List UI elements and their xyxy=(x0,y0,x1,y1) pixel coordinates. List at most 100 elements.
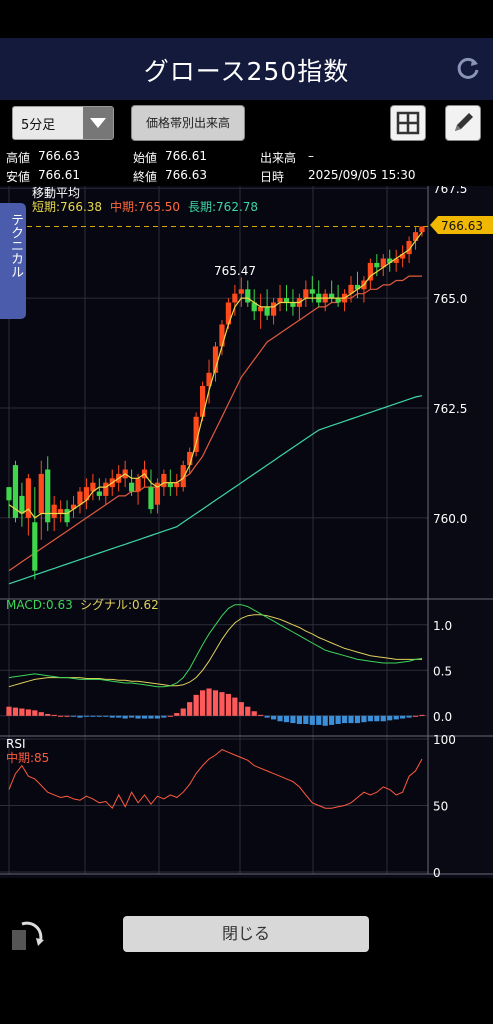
macd-histogram-bar xyxy=(225,693,232,716)
candle-body xyxy=(6,487,12,501)
candle-body xyxy=(174,482,180,488)
candle-body xyxy=(154,482,161,505)
macd-histogram-bar xyxy=(96,715,102,717)
macd-histogram-bar xyxy=(393,715,399,720)
candle-body xyxy=(64,509,70,523)
macd-histogram-bar xyxy=(219,692,225,716)
candle-body xyxy=(387,258,393,263)
interval-select[interactable]: 5分足 xyxy=(12,106,114,140)
technical-tab-label: テクニカル xyxy=(8,213,23,278)
macd-histogram-bar xyxy=(103,715,109,717)
rsi-y-tick-label: 0 xyxy=(433,866,441,878)
macd-histogram-bar xyxy=(167,715,173,717)
macd-histogram-bar xyxy=(135,715,141,719)
macd-histogram-bar xyxy=(116,715,122,718)
refresh-icon[interactable] xyxy=(455,55,481,81)
macd-histogram-bar xyxy=(64,715,70,717)
macd-histogram-bar xyxy=(412,715,419,717)
macd-histogram-bar xyxy=(109,715,115,718)
macd-histogram-bar xyxy=(367,715,373,722)
close-value: 766.63 xyxy=(165,168,207,182)
macd-histogram-bar xyxy=(251,711,257,716)
macd-histogram-bar xyxy=(322,715,328,726)
macd-histogram-bar xyxy=(38,712,44,716)
macd-histogram-bar xyxy=(419,714,425,716)
candle-body xyxy=(96,491,102,496)
drawing-tool-button[interactable] xyxy=(445,105,481,141)
rsi-title: RSI xyxy=(6,737,26,751)
macd-histogram-bar xyxy=(232,697,238,716)
macd-histogram-bar xyxy=(187,702,193,716)
ma-long-line xyxy=(8,395,423,585)
candle-body xyxy=(83,487,90,501)
technical-tab[interactable]: テクニカル xyxy=(0,203,26,319)
candle-body xyxy=(12,465,19,518)
macd-series xyxy=(6,604,425,726)
macd-histogram-bar xyxy=(277,715,283,722)
rotate-screen-icon[interactable] xyxy=(10,916,48,954)
macd-histogram-bar xyxy=(83,715,90,717)
panel-dividers xyxy=(0,186,493,875)
macd-histogram-bar xyxy=(290,715,296,724)
macd-histogram-bar xyxy=(77,715,83,718)
price-band-volume-button[interactable]: 価格帯別出来高 xyxy=(131,105,245,141)
candle-body xyxy=(199,386,206,417)
macd-histogram-bar xyxy=(296,715,302,724)
candle-body xyxy=(212,346,219,373)
candle-body xyxy=(135,478,141,492)
macd-histogram-bar xyxy=(264,715,270,718)
current-price-tag: 766.63 xyxy=(430,216,493,234)
candle-body xyxy=(232,293,238,303)
macd-histogram-bar xyxy=(406,715,412,718)
price-annotation: 765.47 xyxy=(214,264,256,278)
candle-body xyxy=(219,324,225,347)
macd-histogram-bar xyxy=(199,690,206,716)
high-value: 766.63 xyxy=(38,149,80,163)
ohlc-info-panel: 高値 766.63 始値 766.61 出来高 – 安値 766.61 終値 7… xyxy=(0,146,493,186)
candle-body xyxy=(238,289,244,294)
candle-body xyxy=(32,522,38,571)
macd-histogram-bar xyxy=(122,715,128,719)
macd-histogram-bar xyxy=(309,715,315,725)
macd-histogram-bar xyxy=(129,715,135,718)
macd-legend: MACD:0.63 xyxy=(6,598,73,612)
low-label: 安値 xyxy=(6,170,31,184)
candle-body xyxy=(393,258,399,263)
candle-body xyxy=(277,298,283,303)
chart-area[interactable]: 09:0010:0011:0013:0014:0015:00767.5765.0… xyxy=(0,186,493,878)
macd-histogram-bar xyxy=(303,715,309,724)
macd-histogram-bar xyxy=(316,715,322,725)
macd-histogram-bar xyxy=(380,715,386,722)
ma-long-legend: 長期:762.78 xyxy=(188,200,258,214)
macd-histogram-bar xyxy=(25,709,31,716)
candle-body xyxy=(180,465,186,488)
close-label: 終値 xyxy=(133,170,158,184)
macd-histogram-bar xyxy=(45,713,51,716)
candle-body xyxy=(129,482,135,492)
volume-value: – xyxy=(308,149,314,163)
rsi-line xyxy=(8,749,423,810)
price-y-tick-label: 762.5 xyxy=(433,402,467,416)
chart-toolbar: 5分足 価格帯別出来高 xyxy=(0,100,493,146)
macd-histogram-bar xyxy=(374,715,380,722)
macd-y-tick-label: 1.0 xyxy=(433,619,452,633)
candle-body xyxy=(380,258,386,268)
rsi-y-tick-label: 50 xyxy=(433,800,448,814)
candle-body xyxy=(283,298,290,303)
candle-body xyxy=(264,306,270,316)
close-button[interactable]: 閉じる xyxy=(123,916,369,952)
candle-body xyxy=(225,302,232,325)
candle-body xyxy=(206,372,212,387)
macd-y-tick-label: 0.5 xyxy=(433,664,452,678)
macd-histogram-bar xyxy=(258,714,264,716)
candle-body xyxy=(270,302,277,316)
open-value: 766.61 xyxy=(165,149,207,163)
macd-histogram-bar xyxy=(193,694,199,716)
candle-body xyxy=(25,478,31,518)
candle-body xyxy=(90,482,96,492)
candle-body xyxy=(245,289,251,303)
layout-grid-button[interactable] xyxy=(390,105,426,141)
candle-body xyxy=(193,416,199,452)
candle-body xyxy=(367,262,373,281)
pencil-icon xyxy=(455,113,473,131)
